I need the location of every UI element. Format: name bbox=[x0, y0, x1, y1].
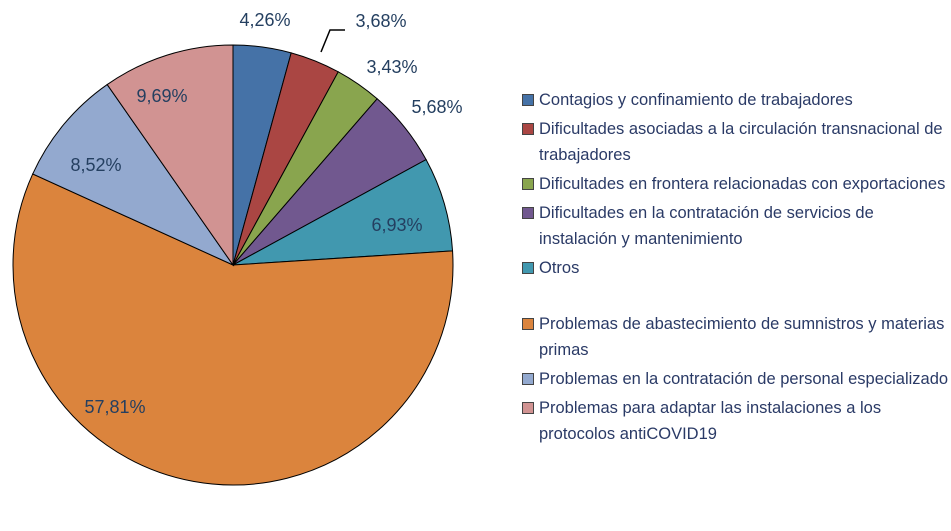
data-label: 57,81% bbox=[84, 397, 145, 417]
legend-label: Problemas para adaptar las instalaciones… bbox=[539, 399, 882, 443]
leader-line bbox=[320, 29, 345, 53]
legend-label: Otros bbox=[539, 259, 580, 277]
legend-label: Problemas en la contratación de personal… bbox=[539, 370, 949, 388]
legend-swatch bbox=[522, 402, 534, 414]
pie-slice bbox=[32, 83, 235, 267]
data-label: 8,52% bbox=[70, 155, 121, 175]
legend-item: Dificultades en la contratación de servi… bbox=[522, 200, 950, 252]
data-label: 9,69% bbox=[136, 86, 187, 106]
legend-label: Dificultades asociadas a la circulación … bbox=[539, 120, 943, 164]
pie-slice bbox=[12, 173, 454, 486]
legend-item: Contagios y confinamiento de trabajadore… bbox=[522, 87, 950, 113]
data-label: 4,26% bbox=[239, 10, 290, 30]
legend-swatch bbox=[522, 94, 534, 106]
legend-swatch bbox=[522, 318, 534, 330]
legend-item: Otros bbox=[522, 255, 950, 281]
legend: Contagios y confinamiento de trabajadore… bbox=[522, 87, 950, 450]
legend-swatch bbox=[522, 373, 534, 385]
legend-swatch bbox=[522, 207, 534, 219]
legend-label: Contagios y confinamiento de trabajadore… bbox=[539, 91, 853, 109]
legend-swatch bbox=[522, 262, 534, 274]
legend-item: Problemas para adaptar las instalaciones… bbox=[522, 395, 950, 447]
legend-label: Dificultades en la contratación de servi… bbox=[539, 204, 874, 248]
legend-item: Dificultades asociadas a la circulación … bbox=[522, 116, 950, 168]
data-label: 6,93% bbox=[371, 215, 422, 235]
legend-label: Problemas de abastecimiento de sumnistro… bbox=[539, 315, 945, 359]
data-label: 3,43% bbox=[366, 57, 417, 77]
data-label: 5,68% bbox=[411, 97, 462, 117]
data-label: 3,68% bbox=[355, 11, 406, 31]
legend-label: Dificultades en frontera relacionadas co… bbox=[539, 175, 946, 193]
legend-item: Dificultades en frontera relacionadas co… bbox=[522, 171, 950, 197]
legend-item: Problemas en la contratación de personal… bbox=[522, 366, 950, 392]
legend-item: Problemas de abastecimiento de sumnistro… bbox=[522, 311, 950, 363]
legend-swatch bbox=[522, 123, 534, 135]
pie-slice bbox=[106, 44, 234, 267]
legend-swatch bbox=[522, 178, 534, 190]
